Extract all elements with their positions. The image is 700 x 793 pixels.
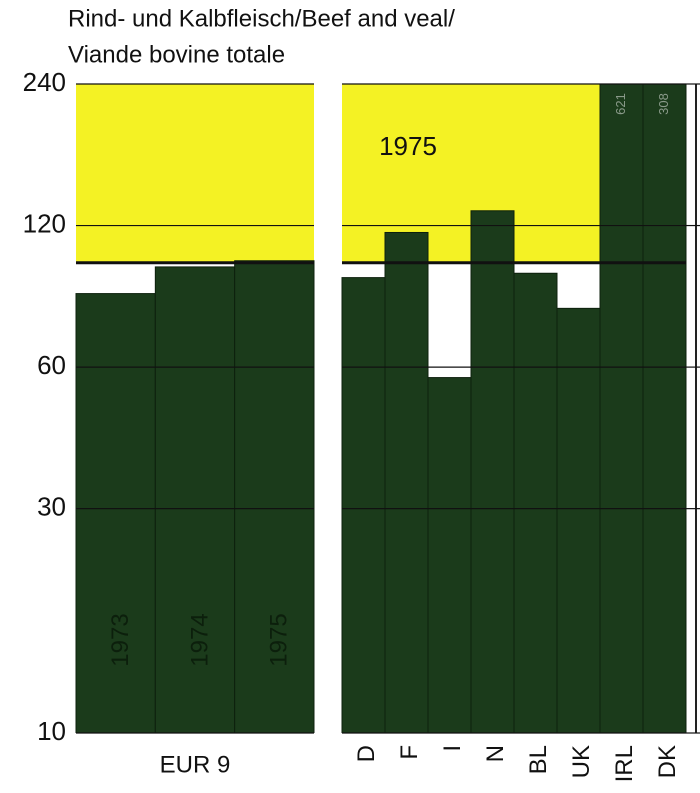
bar [470,210,515,733]
bar [384,231,429,733]
chart-title: Viande bovine totale [68,41,285,68]
x-tick-label: BL [525,745,552,774]
highlight-zone [76,84,314,263]
x-tick-label: IRL [611,745,638,782]
y-tick-label: 120 [23,208,66,238]
bar-label: 1974 [186,613,213,666]
x-tick-label: I [439,745,466,752]
data-label: 621 [613,93,628,115]
x-tick-label: UK [568,745,595,778]
bar-label: 1973 [107,613,134,666]
bar [341,277,386,733]
data-label: 308 [656,93,671,115]
bar [427,377,472,733]
x-tick-label: DK [654,745,681,778]
bar [234,260,315,733]
bar [599,84,644,733]
y-tick-label: 30 [37,492,66,522]
x-tick-label: N [482,745,509,762]
y-tick-label: 10 [37,716,66,746]
group-label: EUR 9 [160,751,231,778]
bar-label: 1975 [266,613,293,666]
x-tick-label: F [396,745,423,760]
bar [513,272,558,733]
plot-area [75,84,687,733]
bar [556,307,601,733]
x-tick-label: D [353,745,380,762]
y-tick-label: 60 [37,350,66,380]
y-tick-label: 240 [23,67,66,97]
bar [154,266,236,733]
annotation: 1975 [379,131,437,161]
chart-title: Rind- und Kalbfleisch/Beef and veal/ [68,5,455,32]
bar [642,84,687,733]
